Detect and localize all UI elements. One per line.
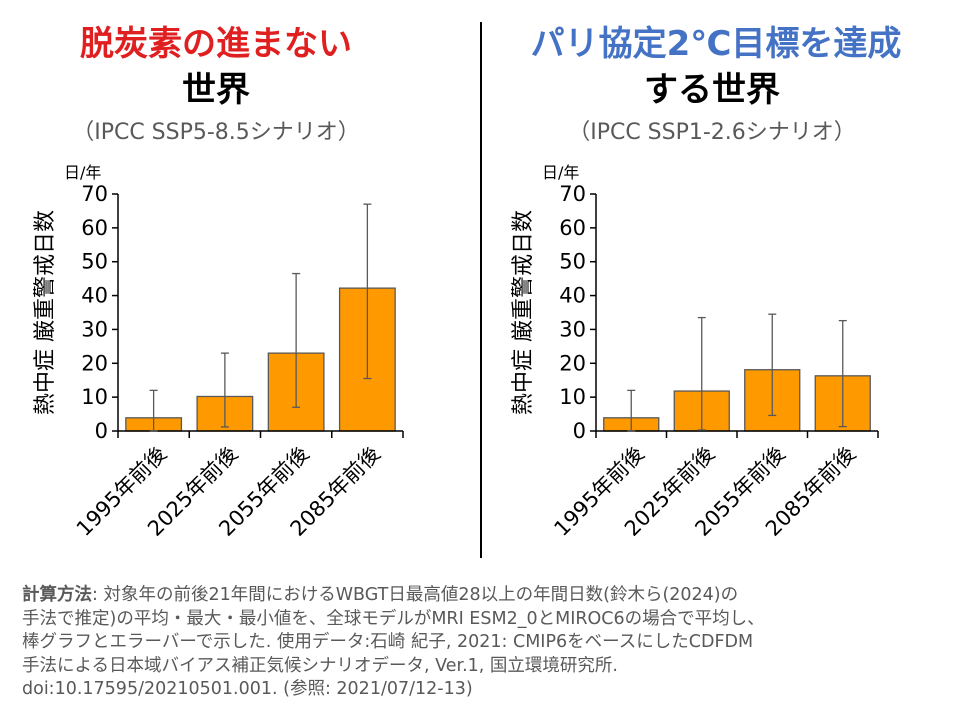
note-line: doi:10.17595/20210501.001. (参照: 2021/07/… (22, 679, 473, 699)
y-tick-label: 50 (81, 250, 108, 274)
y-tick-label: 50 (559, 250, 586, 274)
y-tick-label: 0 (573, 419, 586, 443)
y-tick-label: 0 (95, 419, 108, 443)
y-unit-label: 日/年 (542, 163, 579, 182)
y-tick-label: 60 (81, 216, 108, 240)
calculation-note: 計算方法: 対象年の前後21年間におけるWBGT日最高値28以上の年間日数(鈴木… (22, 584, 942, 702)
panel-divider (480, 22, 482, 558)
note-line: : 対象年の前後21年間におけるWBGT日最高値28以上の年間日数(鈴木ら(20… (92, 585, 739, 605)
y-tick-label: 60 (559, 216, 586, 240)
y-tick-label: 10 (559, 385, 586, 409)
y-tick-label: 40 (559, 284, 586, 308)
y-tick-label: 40 (81, 284, 108, 308)
y-tick-label: 70 (81, 182, 108, 206)
panel-title-line2: する世界 (644, 70, 780, 110)
panel-title-line1: 脱炭素の進まない (80, 24, 352, 64)
y-axis-title: 熱中症 厳重警戒日数 (33, 210, 58, 415)
note-line: 手法で推定)の平均・最大・最小値を、全球モデルがMRI ESM2_0とMIROC… (22, 608, 765, 629)
y-tick-label: 20 (559, 351, 586, 375)
y-tick-label: 30 (81, 317, 108, 341)
y-unit-label: 日/年 (64, 163, 101, 182)
note-line: 棒グラフとエラーバーで示した. 使用データ:石崎 紀子, 2021: CMIP6… (22, 632, 754, 652)
panel-title-line2: 世界 (182, 70, 250, 110)
y-tick-label: 30 (559, 317, 586, 341)
panel-ssp126: パリ協定2℃目標を達成 する世界 （IPCC SSP1-2.6シナリオ） 0 10… (480, 0, 960, 570)
note-line: 手法による日本域バイアス補正気候シナリオデータ, Ver.1, 国立環境研究所. (22, 655, 618, 676)
y-tick-label: 10 (81, 385, 108, 409)
y-tick-label: 70 (559, 182, 586, 206)
note-label: 計算方法 (22, 585, 92, 605)
panel-subtitle: （IPCC SSP5-8.5シナリオ） (72, 120, 360, 145)
y-axis-title: 熱中症 厳重警戒日数 (511, 210, 536, 415)
panel-ssp585: 脱炭素の進まない 世界 （IPCC SSP5-8.5シナリオ） 0 10 20 30 4… (0, 0, 480, 570)
panel-subtitle: （IPCC SSP1-2.6シナリオ） (568, 120, 856, 145)
panel-title-line1: パリ協定2℃目標を達成 (530, 24, 902, 64)
y-tick-label: 20 (81, 351, 108, 375)
